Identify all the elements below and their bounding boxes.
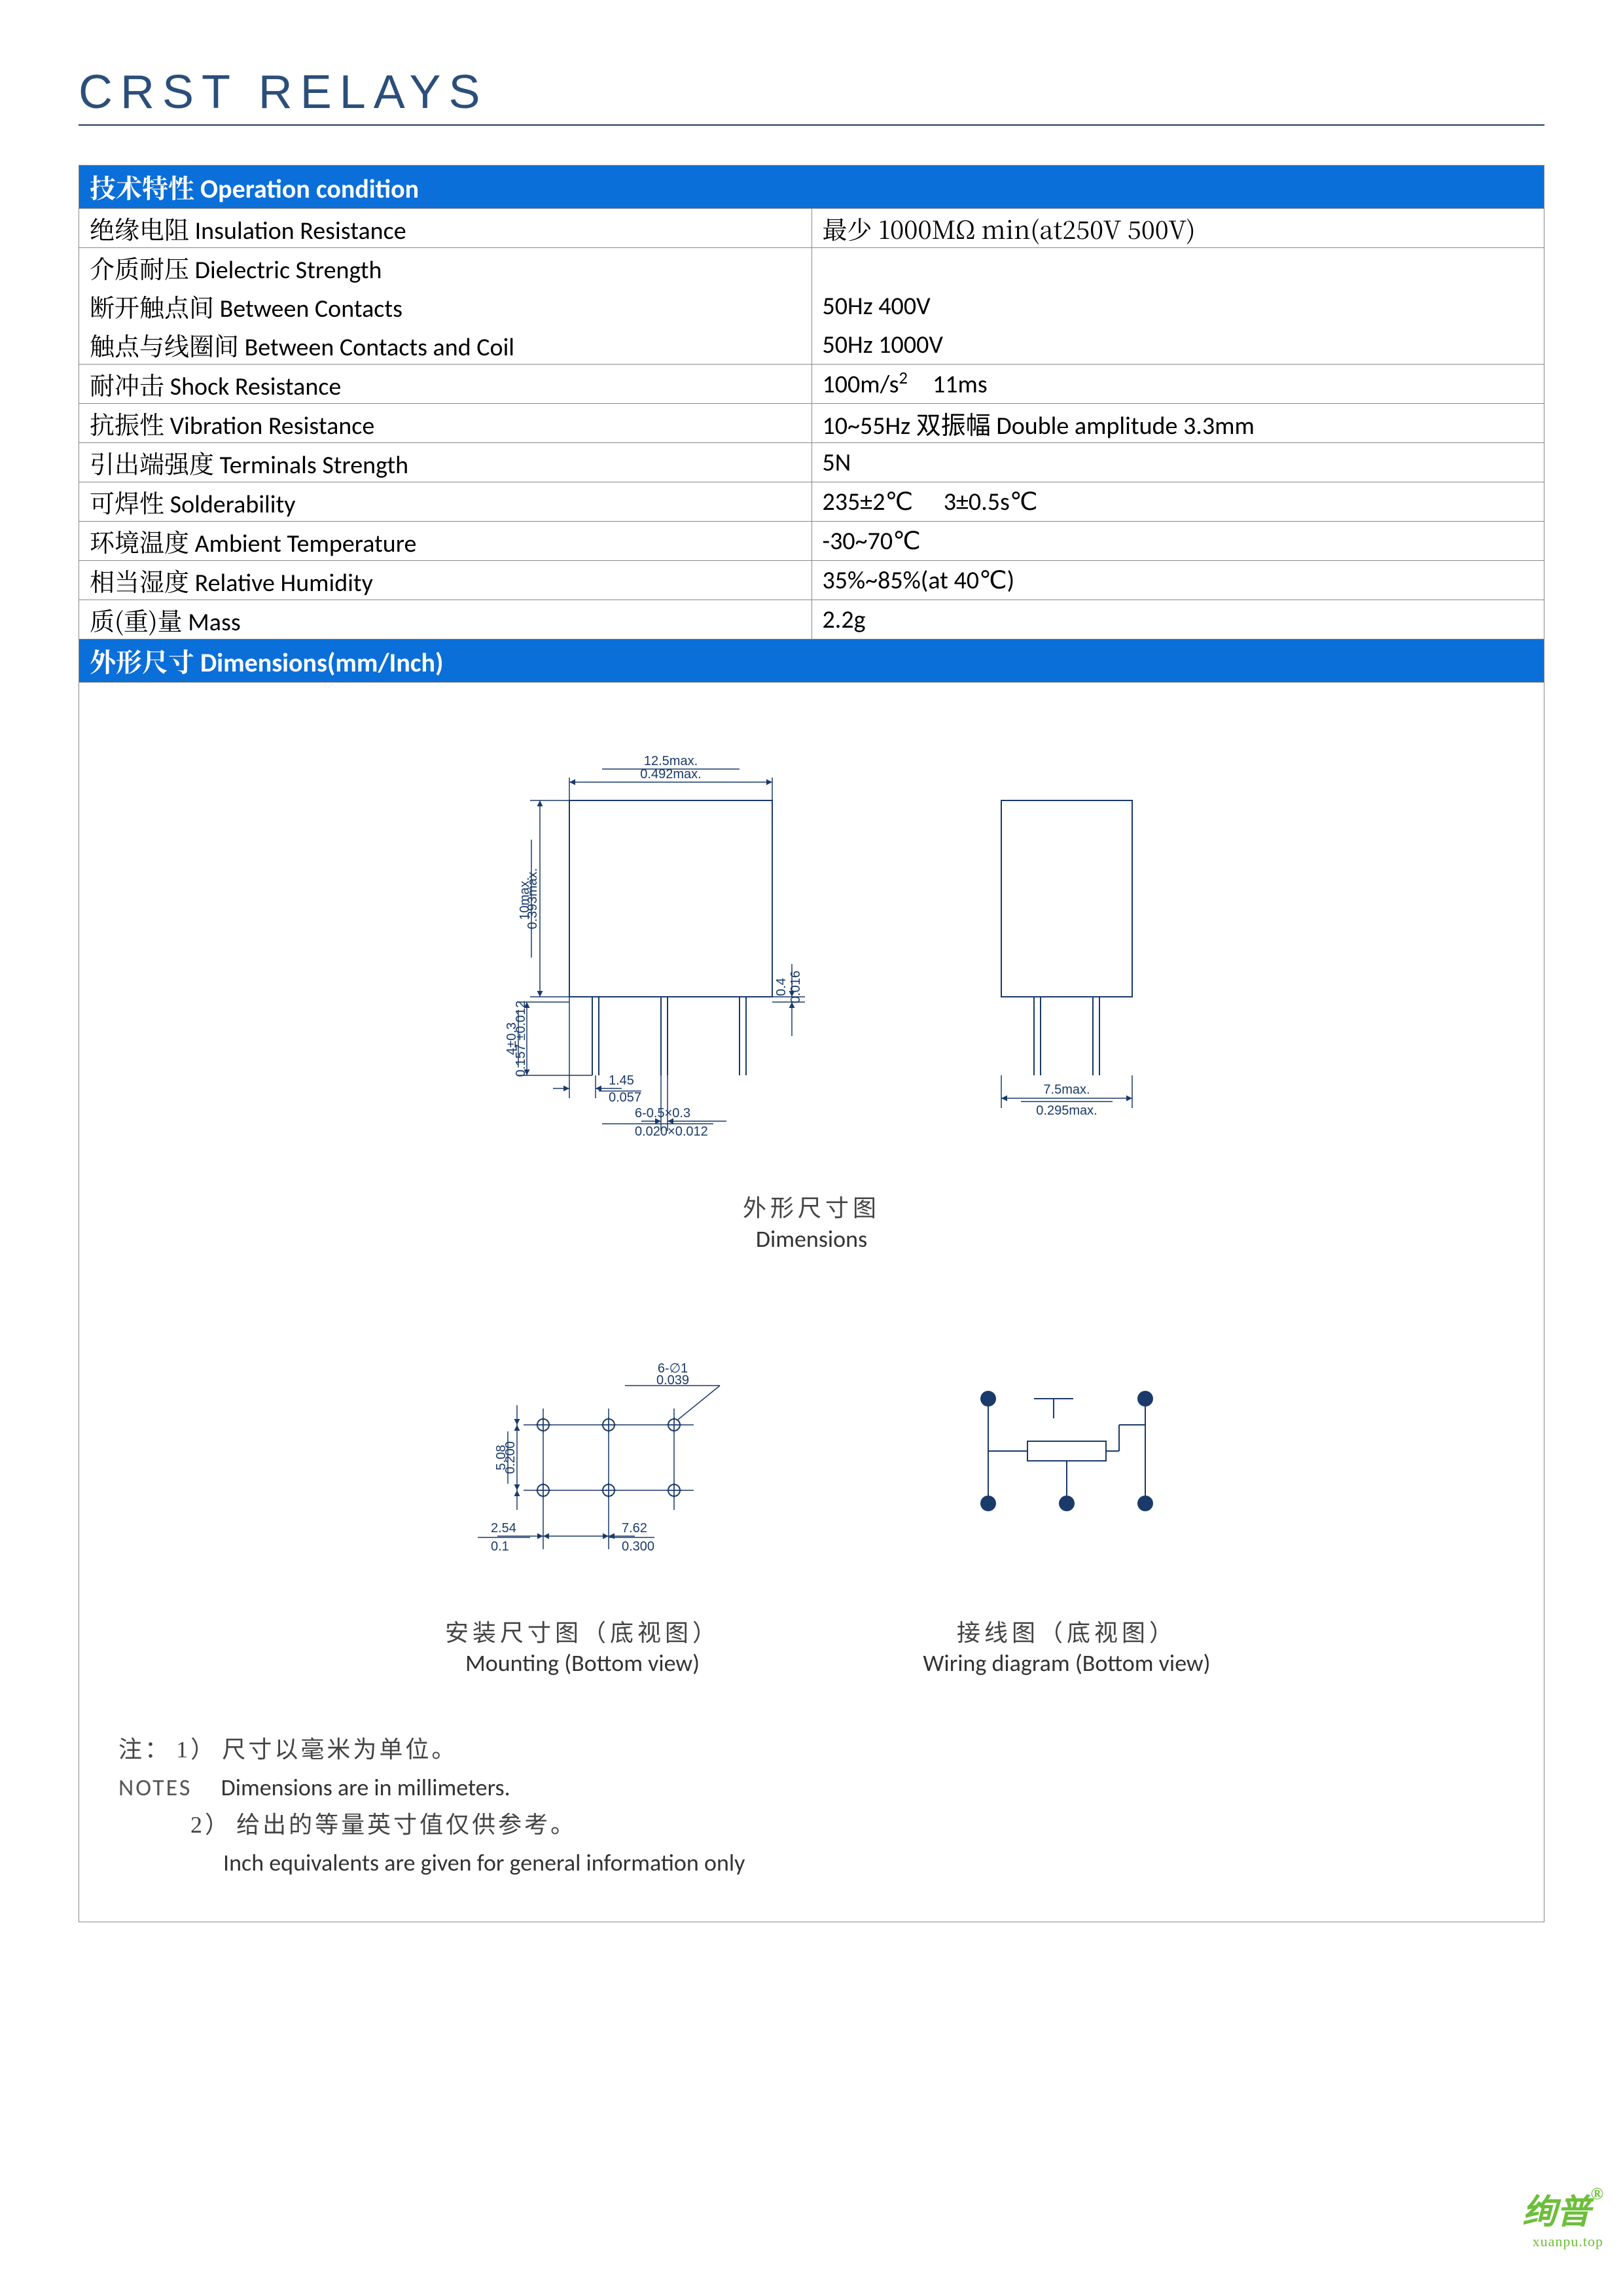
table-row: 抗振性 Vibration Resistance 10~55Hz 双振幅 Dou…	[79, 404, 1544, 443]
table-row: 断开触点间 Between Contacts 50Hz 400V	[79, 287, 1544, 325]
watermark: 绚普® xuanpu.top	[1523, 2184, 1603, 2250]
svg-text:2.54: 2.54	[491, 1521, 516, 1535]
svg-text:0.157 ±0.012: 0.157 ±0.012	[514, 1001, 528, 1077]
table-row: 触点与线圈间 Between Contacts and Coil 50Hz 10…	[79, 325, 1544, 365]
svg-text:0.200: 0.200	[503, 1441, 518, 1474]
table-row: 引出端强度 Terminals Strength 5N	[79, 443, 1544, 482]
table-row: 介质耐压 Dielectric Strength	[79, 248, 1544, 287]
svg-text:0.020×0.012: 0.020×0.012	[635, 1124, 708, 1139]
wiring-caption: 接线图（底视图） Wiring diagram (Bottom view)	[923, 1618, 1211, 1679]
table-row: 相当湿度 Relative Humidity 35%~85%(at 40℃)	[79, 561, 1544, 600]
svg-text:0.300: 0.300	[622, 1539, 654, 1554]
table-row: 绝缘电阻 Insulation Resistance 最少 1000MΩ min…	[79, 209, 1544, 248]
table-row: 可焊性 Solderability 235±2℃ 3±0.5s℃	[79, 482, 1544, 522]
mounting-caption: 安装尺寸图（底视图） Mounting (Bottom view)	[412, 1618, 753, 1679]
svg-text:6-0.5×0.3: 6-0.5×0.3	[635, 1106, 690, 1121]
shock-value: 100m/s2 11ms	[812, 365, 1544, 404]
notes-block: 注： 1） 尺寸以毫米为单位。 NOTES Dimensions are in …	[105, 1731, 1518, 1882]
svg-text:7.62: 7.62	[622, 1521, 647, 1535]
section-header-operation: 技术特性 Operation condition	[79, 166, 1544, 209]
operation-condition-table: 技术特性 Operation condition 绝缘电阻 Insulation…	[79, 165, 1544, 683]
svg-text:0.393max.: 0.393max.	[526, 868, 540, 929]
section-header-dimensions: 外形尺寸 Dimensions(mm/Inch)	[79, 639, 1544, 683]
table-row: 环境温度 Ambient Temperature -30~70℃	[79, 522, 1544, 561]
svg-text:0.016: 0.016	[789, 971, 803, 1003]
table-row: 质(重)量 Mass 2.2g	[79, 600, 1544, 639]
svg-text:12.5max.: 12.5max.	[644, 754, 698, 768]
dimensions-caption: 外形尺寸图 Dimensions	[105, 1193, 1518, 1255]
page-title: CRST RELAYS	[79, 65, 1544, 119]
svg-text:0.295max.: 0.295max.	[1036, 1103, 1097, 1118]
dimensions-front-diagram: 12.5max. 0.492max. 10max. 0.393max. 0.4 …	[452, 742, 818, 1174]
svg-text:0.039: 0.039	[656, 1373, 689, 1388]
svg-text:7.5max.: 7.5max.	[1043, 1083, 1090, 1097]
table-row: 耐冲击 Shock Resistance 100m/s2 11ms	[79, 365, 1544, 404]
page-header: CRST RELAYS	[79, 65, 1544, 126]
svg-text:1.45: 1.45	[609, 1073, 634, 1088]
mounting-diagram: 6-∅1 0.039 5.08 0.200 2.54 0.1	[412, 1346, 753, 1595]
svg-text:0.1: 0.1	[491, 1539, 509, 1554]
svg-text:0.4: 0.4	[774, 978, 789, 996]
svg-text:0.057: 0.057	[609, 1090, 641, 1105]
dimensions-side-diagram: 7.5max. 0.295max.	[962, 742, 1171, 1174]
wiring-diagram	[923, 1346, 1211, 1595]
diagram-frame: 12.5max. 0.492max. 10max. 0.393max. 0.4 …	[79, 683, 1544, 1922]
svg-text:0.492max.: 0.492max.	[640, 767, 701, 781]
